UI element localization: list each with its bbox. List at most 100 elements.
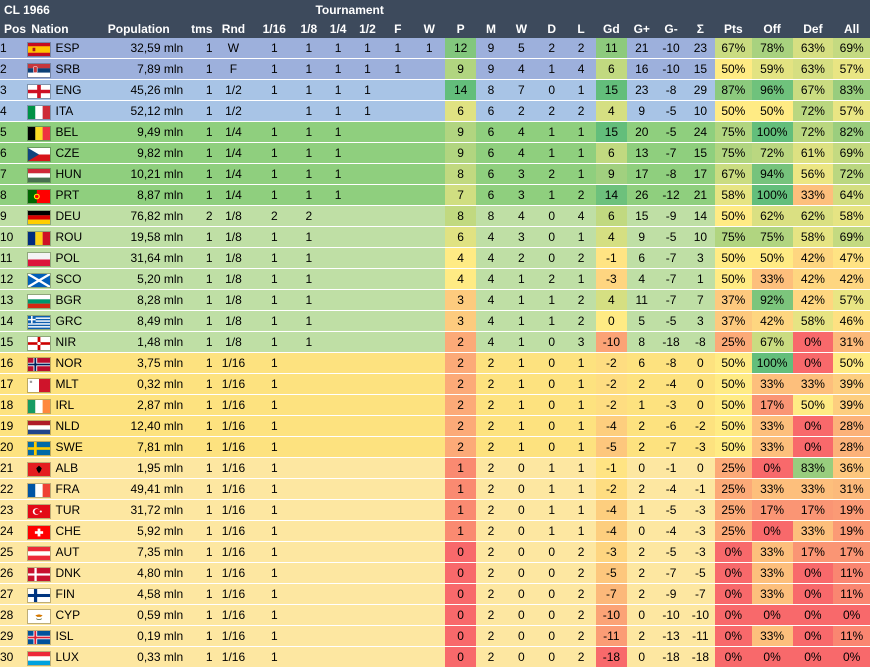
- cell-goals-against: -5: [656, 310, 686, 332]
- cell-wins: 2: [505, 247, 538, 269]
- flag-denmark-icon: [27, 566, 52, 582]
- cell-winner: [413, 268, 445, 290]
- cell-goals-against: -10: [656, 58, 686, 80]
- cell-pts: 0%: [715, 541, 752, 563]
- cell-final: [382, 604, 414, 626]
- cell-goals-against: -12: [656, 184, 686, 206]
- cell-all: 64%: [833, 184, 870, 206]
- cell-goals-against: -5: [656, 541, 686, 563]
- cell-tms: 1: [183, 541, 213, 563]
- cell-sum: 7: [685, 289, 716, 311]
- cell-matches: 2: [476, 583, 506, 605]
- table-row: 24 CHE 5,92 mln 1 1/16 1 1 2 0 1 1 -4 0 -4 -3 25% 0% 33% 1…: [0, 520, 870, 542]
- flag-cell: [27, 604, 56, 626]
- cell-goal-diff: -5: [595, 436, 628, 458]
- cell-def: 50%: [792, 394, 834, 416]
- cell-nation: BEL: [55, 121, 106, 143]
- cell-points: 2: [444, 394, 477, 416]
- cell-points: 0: [444, 583, 477, 605]
- cell-1-16: 1: [254, 79, 295, 101]
- cell-losses: 1: [566, 457, 596, 479]
- cell-rnd: 1/4: [212, 184, 255, 206]
- cell-def: 72%: [792, 100, 834, 122]
- cell-pos: 4: [0, 100, 28, 122]
- cell-nation: DNK: [55, 562, 106, 584]
- cell-winner: [413, 394, 445, 416]
- cell-nation: NLD: [55, 415, 106, 437]
- table-row: 6 CZE 9,82 mln 1 1/4 1 1 1 9 6 4 1 1 6 13 -7 15 75% 72% 61%…: [0, 142, 870, 164]
- cell-def: 33%: [792, 373, 834, 395]
- cell-wins: 0: [505, 478, 538, 500]
- cell-draws: 0: [537, 541, 567, 563]
- cell-1-8: 1: [294, 58, 324, 80]
- cell-rnd: 1/16: [212, 520, 255, 542]
- cell-pos: 26: [0, 562, 28, 584]
- cell-all: 17%: [833, 541, 870, 563]
- cell-goals-against: -7: [656, 289, 686, 311]
- cell-pos: 30: [0, 646, 28, 668]
- cell-sum: 14: [685, 205, 716, 227]
- cell-wins: 5: [505, 38, 538, 59]
- cell-matches: 4: [476, 226, 506, 248]
- cell-goals-against: -9: [656, 205, 686, 227]
- cell-def: 0%: [792, 625, 834, 647]
- cell-pts: 37%: [715, 310, 752, 332]
- cell-tms: 2: [183, 205, 213, 227]
- cell-goals-against: -7: [656, 562, 686, 584]
- cell-population: 4,58 mln: [105, 583, 184, 605]
- cell-points: 2: [444, 415, 477, 437]
- flag-iceland-icon: [27, 629, 52, 645]
- cell-1-8: 1: [294, 289, 324, 311]
- cell-1-8: [294, 646, 324, 668]
- cell-draws: 0: [537, 646, 567, 668]
- cell-final: [382, 520, 414, 542]
- col-header-nation: Nation: [27, 20, 106, 38]
- cell-tms: 1: [183, 583, 213, 605]
- cell-final: [382, 268, 414, 290]
- cell-winner: [413, 604, 445, 626]
- cell-all: 50%: [833, 352, 870, 374]
- cell-losses: 2: [566, 310, 596, 332]
- cell-wins: 0: [505, 646, 538, 668]
- cell-pts: 50%: [715, 394, 752, 416]
- cell-1-8: [294, 457, 324, 479]
- cell-pts: 0%: [715, 583, 752, 605]
- cell-goals-for: 1: [627, 499, 657, 521]
- cell-goal-diff: 14: [595, 184, 628, 206]
- cell-1-4: [323, 478, 353, 500]
- cell-population: 5,20 mln: [105, 268, 184, 290]
- cell-tms: 1: [183, 394, 213, 416]
- cell-wins: 3: [505, 163, 538, 185]
- cell-off: 17%: [751, 499, 793, 521]
- cell-def: 58%: [792, 226, 834, 248]
- cell-1-2: [352, 457, 383, 479]
- cell-all: 83%: [833, 79, 870, 101]
- cell-wins: 3: [505, 226, 538, 248]
- cell-1-8: [294, 415, 324, 437]
- cell-goals-against: -7: [656, 268, 686, 290]
- cell-1-4: 1: [323, 38, 353, 59]
- cell-1-2: [352, 478, 383, 500]
- header-row-top: CL 1966 Tournament: [0, 0, 870, 20]
- cell-tms: 1: [183, 352, 213, 374]
- cell-tms: 1: [183, 310, 213, 332]
- cell-1-2: [352, 226, 383, 248]
- cell-1-16: 1: [254, 121, 295, 143]
- cell-rnd: 1/8: [212, 205, 255, 227]
- cell-goal-diff: -2: [595, 352, 628, 374]
- cell-1-8: 1: [294, 247, 324, 269]
- cell-nation: ITA: [55, 100, 106, 122]
- flag-cell: [27, 310, 56, 332]
- cell-losses: 2: [566, 100, 596, 122]
- cell-goals-against: -5: [656, 121, 686, 143]
- flag-cell: [27, 38, 56, 59]
- col-header-all: All: [833, 20, 870, 38]
- cell-1-16: 1: [254, 142, 295, 164]
- cell-draws: 0: [537, 247, 567, 269]
- cell-population: 3,75 mln: [105, 352, 184, 374]
- cell-wins: 2: [505, 100, 538, 122]
- flag-sweden-icon: [27, 440, 52, 456]
- cell-1-4: 1: [323, 121, 353, 143]
- cell-population: 4,80 mln: [105, 562, 184, 584]
- cell-rnd: 1/16: [212, 625, 255, 647]
